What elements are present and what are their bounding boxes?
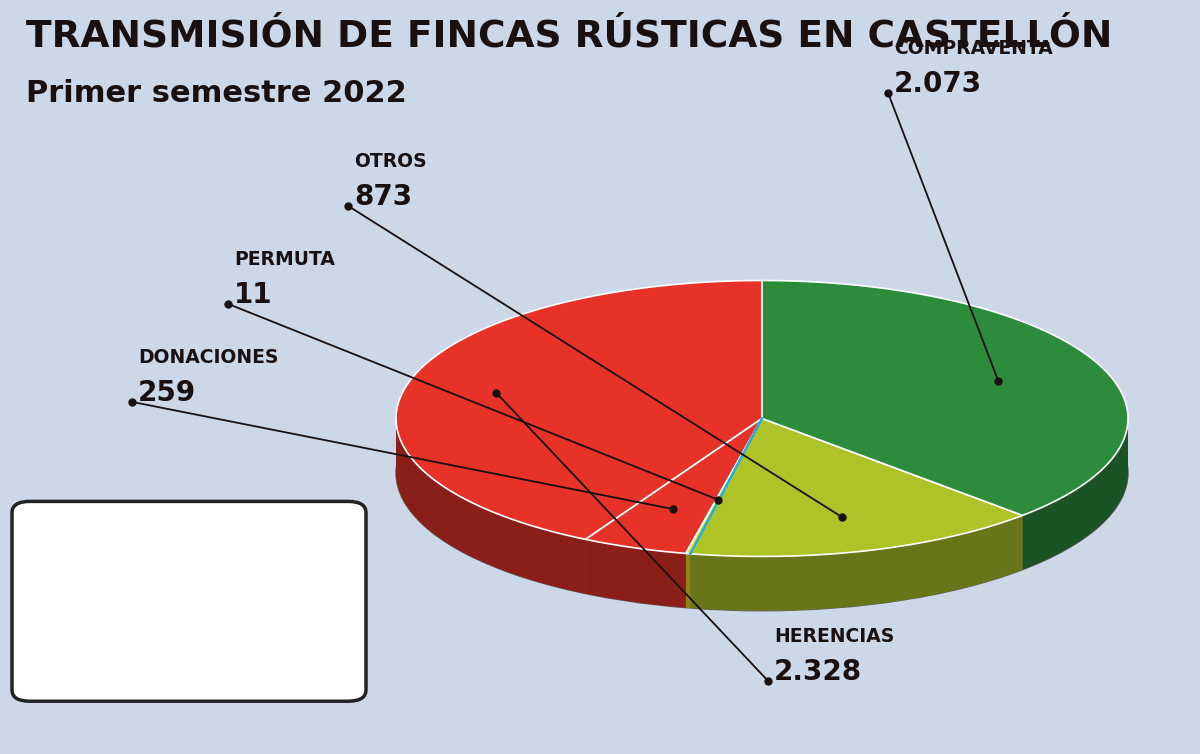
Ellipse shape — [396, 335, 1128, 611]
Text: DONACIONES: DONACIONES — [138, 348, 278, 367]
Text: 2.328: 2.328 — [774, 658, 862, 686]
Text: COMPRAVENTA: COMPRAVENTA — [894, 39, 1052, 58]
Polygon shape — [396, 419, 586, 593]
Text: HERENCIAS: HERENCIAS — [774, 627, 894, 646]
Text: TRANSMISIONES: TRANSMISIONES — [101, 577, 277, 596]
Text: 5.544: 5.544 — [124, 629, 254, 671]
Polygon shape — [686, 553, 690, 608]
Polygon shape — [586, 418, 762, 553]
FancyBboxPatch shape — [12, 501, 366, 701]
Text: Primer semestre 2022: Primer semestre 2022 — [26, 79, 407, 108]
Polygon shape — [586, 539, 686, 608]
Text: 259: 259 — [138, 379, 196, 407]
Text: OTROS: OTROS — [354, 152, 427, 171]
Text: 2.073: 2.073 — [894, 70, 982, 98]
Polygon shape — [1022, 419, 1128, 570]
Polygon shape — [396, 280, 762, 539]
Text: Nº TOTAL DE: Nº TOTAL DE — [122, 532, 256, 550]
Text: TRANSMISIÓN DE FINCAS RÚSTICAS EN CASTELLÓN: TRANSMISIÓN DE FINCAS RÚSTICAS EN CASTEL… — [26, 19, 1112, 55]
Text: 873: 873 — [354, 183, 412, 211]
Polygon shape — [686, 418, 762, 553]
Polygon shape — [690, 516, 1022, 611]
Polygon shape — [762, 280, 1128, 516]
Text: PERMUTA: PERMUTA — [234, 250, 335, 269]
Polygon shape — [690, 418, 1022, 556]
Text: 11: 11 — [234, 281, 272, 309]
